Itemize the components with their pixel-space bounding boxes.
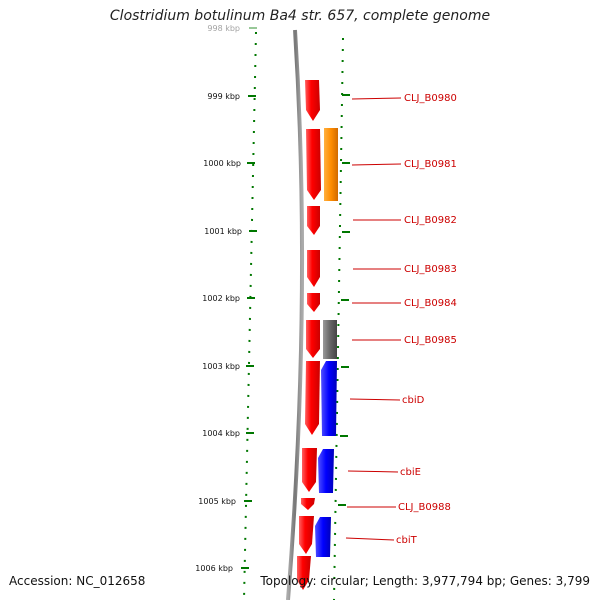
kbp-label: 998 kbp bbox=[207, 24, 240, 33]
kbp-label: 1005 kbp bbox=[198, 497, 236, 506]
gene-label-cbit[interactable]: cbiT bbox=[396, 535, 418, 546]
left-dotted-track bbox=[243, 31, 257, 600]
leader-line bbox=[351, 163, 402, 166]
gene-arrow bbox=[323, 320, 337, 359]
gene-label-clj-b0988[interactable]: CLJ_B0988 bbox=[398, 502, 451, 513]
gene-label-clj-b0984[interactable]: CLJ_B0984 bbox=[404, 298, 457, 309]
gene-arrow bbox=[299, 516, 314, 554]
kbp-label: 1002 kbp bbox=[202, 294, 240, 303]
leader-line bbox=[349, 398, 401, 401]
gene-label-clj-b0983[interactable]: CLJ_B0983 bbox=[404, 264, 457, 275]
right-track-ticks bbox=[338, 94, 350, 506]
gene-leader-lines bbox=[345, 97, 402, 541]
gene-label-clj-b0981[interactable]: CLJ_B0981 bbox=[404, 159, 457, 170]
kbp-label: 1001 kbp bbox=[204, 227, 242, 236]
leader-line bbox=[351, 97, 402, 100]
gene-label-cbie[interactable]: cbiE bbox=[400, 467, 421, 478]
kbp-label: 999 kbp bbox=[207, 92, 240, 101]
leader-line bbox=[347, 470, 399, 473]
kbp-label: 1000 kbp bbox=[203, 159, 241, 168]
genome-backbone bbox=[286, 29, 305, 600]
gene-arrow bbox=[301, 498, 315, 510]
kbp-scale: 998 kbp 999 kbp 1000 kbp 1001 kbp 1002 k… bbox=[195, 24, 257, 573]
kbp-label: 1006 kbp bbox=[195, 564, 233, 573]
gene-arrow bbox=[305, 361, 320, 435]
gene-arrow bbox=[307, 293, 320, 312]
gene-label-clj-b0985[interactable]: CLJ_B0985 bbox=[404, 335, 457, 346]
gene-labels: CLJ_B0980 CLJ_B0981 CLJ_B0982 CLJ_B0983 … bbox=[396, 93, 457, 546]
right-dotted-track bbox=[333, 37, 344, 600]
gene-arrow bbox=[324, 128, 338, 201]
gene-label-clj-b0980[interactable]: CLJ_B0980 bbox=[404, 93, 457, 104]
gene-arrows bbox=[297, 80, 338, 590]
leader-line bbox=[345, 537, 395, 541]
genome-title: Clostridium botulinum Ba4 str. 657, comp… bbox=[109, 8, 491, 24]
gene-arrow bbox=[307, 250, 320, 287]
gene-label-clj-b0982[interactable]: CLJ_B0982 bbox=[404, 215, 457, 226]
gene-arrow bbox=[302, 448, 317, 492]
kbp-label: 1003 kbp bbox=[202, 362, 240, 371]
gene-arrow bbox=[297, 556, 311, 590]
kbp-label: 1004 kbp bbox=[202, 429, 240, 438]
gene-label-cbid[interactable]: cbiD bbox=[402, 395, 425, 406]
gene-arrow bbox=[321, 361, 337, 436]
gene-arrow bbox=[305, 80, 320, 121]
accession-label: Accession: NC_012658 bbox=[9, 574, 146, 588]
gene-arrow bbox=[307, 206, 320, 235]
gene-arrow bbox=[306, 129, 321, 200]
gene-arrow bbox=[318, 449, 334, 493]
gene-arrow bbox=[306, 320, 320, 358]
gene-arrow bbox=[315, 517, 331, 557]
topology-summary: Topology: circular; Length: 3,977,794 bp… bbox=[260, 574, 590, 588]
